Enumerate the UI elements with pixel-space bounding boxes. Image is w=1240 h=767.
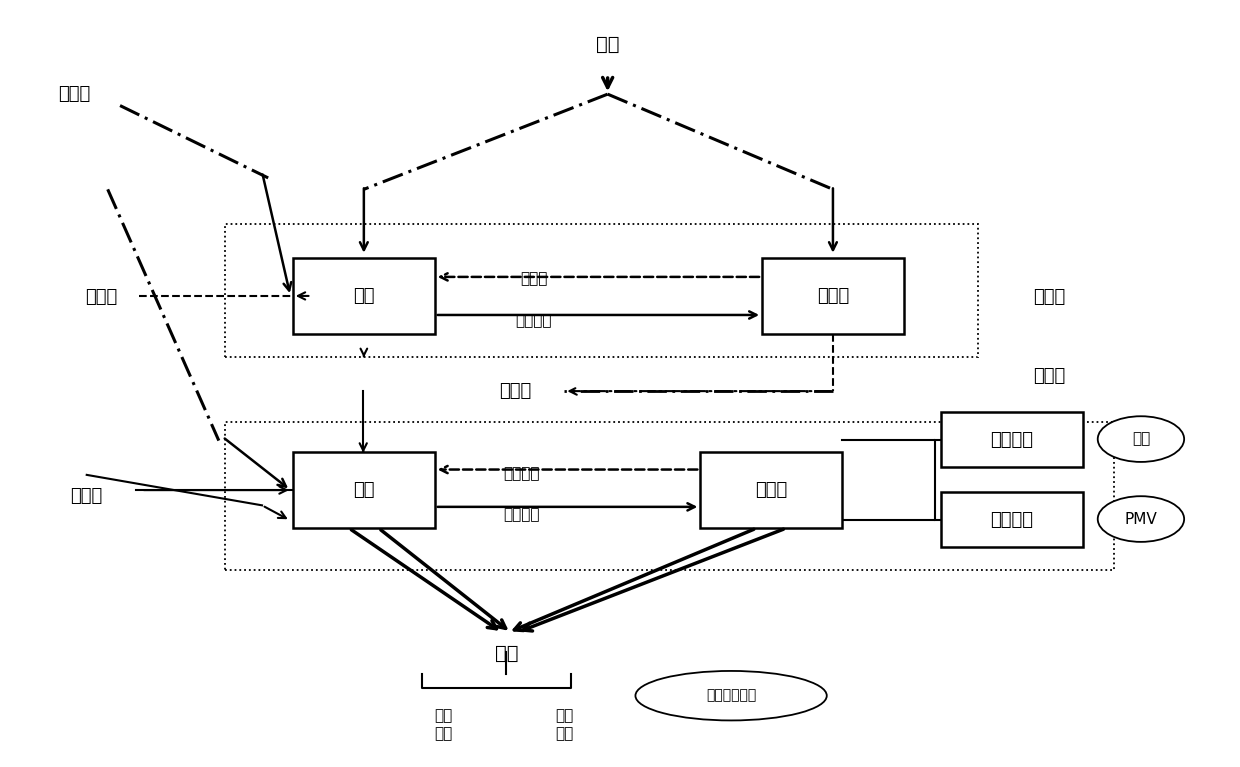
Text: 热网: 热网 <box>495 644 518 663</box>
Text: PMV: PMV <box>1125 512 1157 526</box>
Text: 刚性: 刚性 <box>1132 432 1149 446</box>
Text: 工业负荷: 工业负荷 <box>991 431 1033 449</box>
Text: 延时衰减特性: 延时衰减特性 <box>706 689 756 703</box>
Bar <box>224 422 1114 570</box>
Text: 不等约束: 不等约束 <box>503 466 539 481</box>
Text: 火电厂: 火电厂 <box>86 288 118 306</box>
Text: 等约束: 等约束 <box>520 271 547 286</box>
Text: 热能: 热能 <box>353 481 374 499</box>
Text: 热电厂: 热电厂 <box>71 487 103 505</box>
Ellipse shape <box>1097 496 1184 542</box>
Bar <box>761 258 904 334</box>
Bar <box>701 452 842 528</box>
Text: 风电场: 风电场 <box>58 85 91 103</box>
Bar <box>293 258 435 334</box>
Text: 热负荷: 热负荷 <box>755 481 787 499</box>
Bar <box>224 224 978 357</box>
Text: 一级
热网: 一级 热网 <box>434 709 453 741</box>
Text: 电平衡: 电平衡 <box>1033 288 1065 306</box>
Text: 二级
热网: 二级 热网 <box>556 709 574 741</box>
Bar <box>293 452 435 528</box>
Text: 延时供热: 延时供热 <box>503 507 539 522</box>
Bar <box>941 413 1083 467</box>
Text: 电负荷: 电负荷 <box>817 287 849 305</box>
Text: 电网: 电网 <box>596 35 620 54</box>
Ellipse shape <box>1097 416 1184 462</box>
Text: 热平衡: 热平衡 <box>1033 367 1065 385</box>
Text: 电能: 电能 <box>353 287 374 305</box>
Text: 电锅炉: 电锅炉 <box>498 382 531 400</box>
Bar <box>941 492 1083 547</box>
Ellipse shape <box>635 671 827 720</box>
Text: 居民负荷: 居民负荷 <box>991 511 1033 528</box>
Text: 实时平衡: 实时平衡 <box>516 313 552 328</box>
